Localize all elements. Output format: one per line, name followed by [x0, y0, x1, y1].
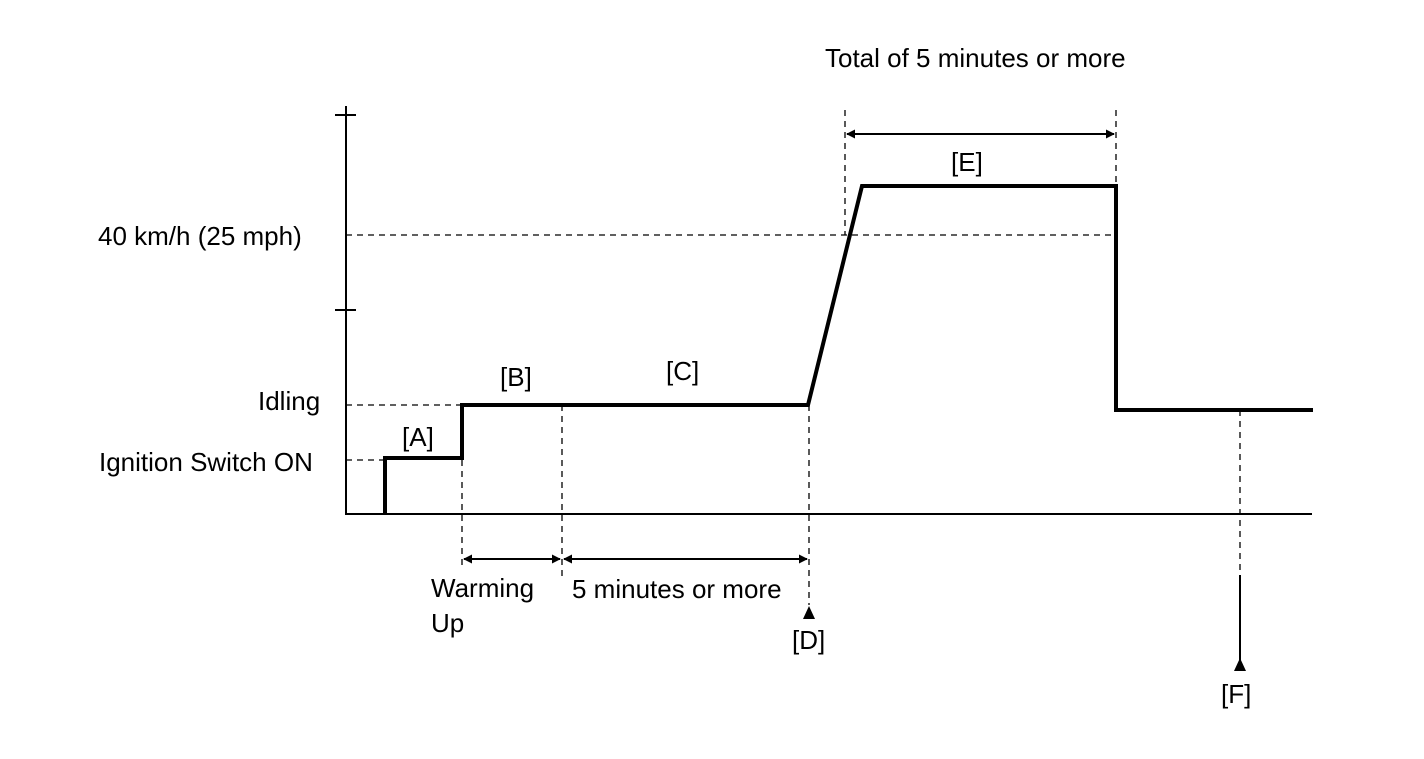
speed-level-label: 40 km/h (25 mph) — [98, 221, 302, 251]
total-five-minutes-label: Total of 5 minutes or more — [825, 43, 1126, 73]
segment-e-label: [E] — [951, 147, 983, 177]
segment-c-label: [C] — [666, 356, 699, 386]
idling-level-label: Idling — [258, 386, 320, 416]
f-marker-triangle — [1234, 658, 1246, 671]
marker-d-label: [D] — [792, 625, 825, 655]
marker-f-label: [F] — [1221, 679, 1251, 709]
segment-a-label: [A] — [402, 422, 434, 452]
warming-up-label-line2: Up — [431, 608, 464, 638]
ignition-level-label: Ignition Switch ON — [99, 447, 313, 477]
d-marker-triangle — [803, 606, 815, 619]
five-minutes-label: 5 minutes or more — [572, 574, 782, 604]
segment-b-label: [B] — [500, 362, 532, 392]
warming-up-label-line1: Warming — [431, 573, 534, 603]
drive-profile-line — [383, 184, 1313, 514]
